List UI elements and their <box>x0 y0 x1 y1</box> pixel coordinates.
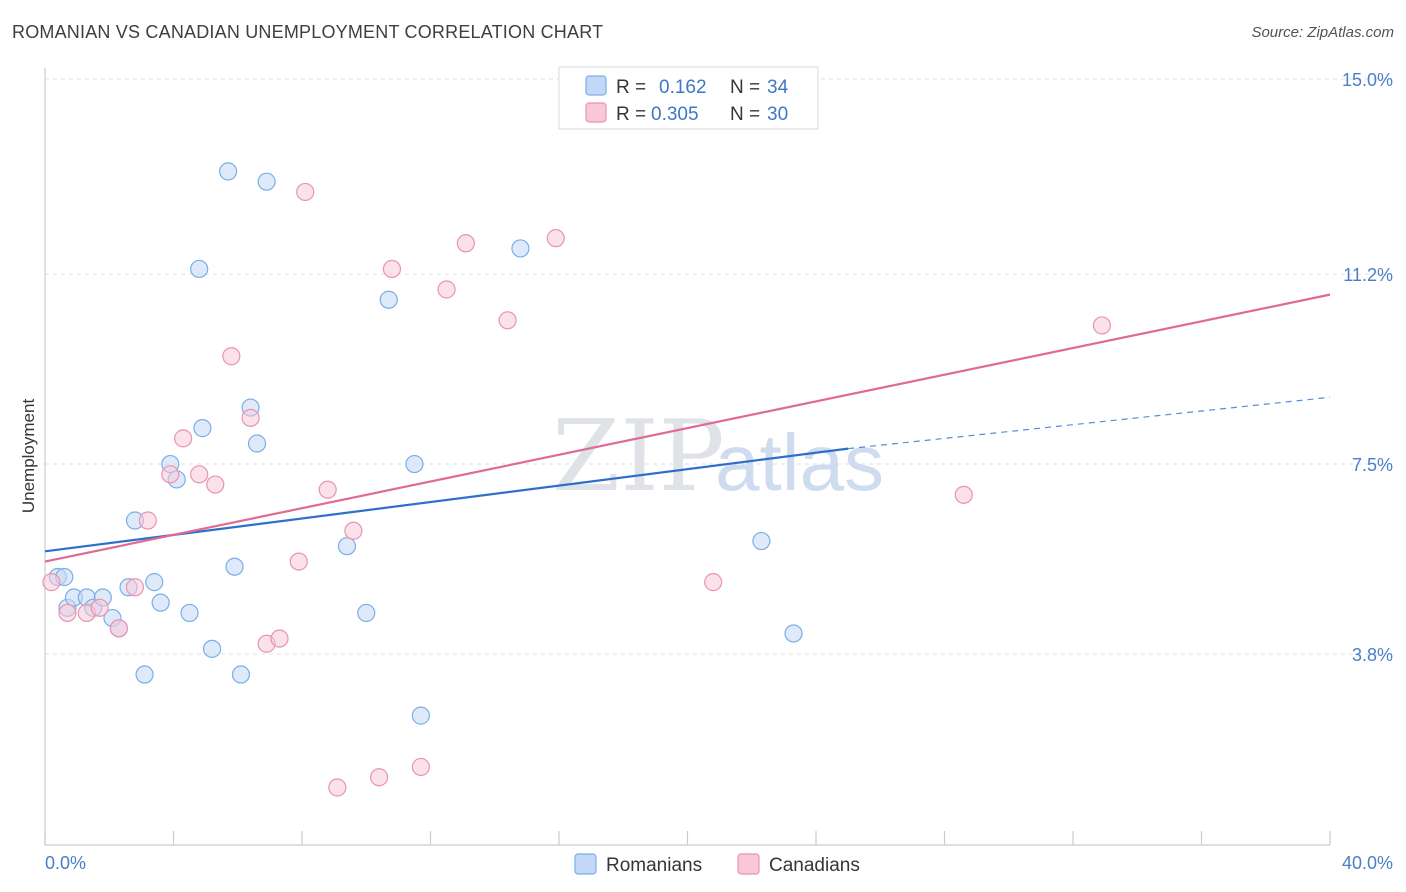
y-tick-label: 15.0% <box>1342 70 1393 90</box>
point-canadians <box>90 598 109 617</box>
point-romanians <box>247 434 267 453</box>
gridlines <box>45 78 1392 655</box>
x-tick-label-max: 40.0% <box>1342 853 1393 873</box>
point-canadians <box>344 521 363 540</box>
point-romanians <box>752 531 771 551</box>
trend-line-canadians <box>44 293 1331 563</box>
point-romanians <box>180 603 199 623</box>
x-tick-labels: 0.0% 40.0% <box>45 853 1393 873</box>
data-points <box>42 162 1112 797</box>
point-romanians <box>379 290 398 309</box>
point-canadians <box>190 465 209 484</box>
legend-r-label-romanians: R = <box>616 77 646 98</box>
point-canadians <box>382 259 402 279</box>
point-romanians <box>231 665 251 684</box>
watermark: ZIP atlas <box>552 400 884 514</box>
point-canadians <box>58 603 77 623</box>
bottom-legend-label-canadians: Canadians <box>769 855 860 876</box>
point-canadians <box>328 778 347 797</box>
bottom-legend: Romanians Canadians <box>574 853 860 876</box>
point-canadians <box>411 757 430 777</box>
point-canadians <box>161 465 180 484</box>
point-canadians <box>954 485 973 504</box>
point-canadians <box>138 511 157 530</box>
legend-r-label-canadians: R = <box>616 104 646 125</box>
point-romanians <box>145 573 164 592</box>
point-canadians <box>174 429 193 448</box>
point-canadians <box>289 552 308 571</box>
point-canadians <box>125 578 145 597</box>
point-romanians <box>357 603 376 623</box>
point-canadians <box>270 629 289 648</box>
point-canadians <box>222 347 241 366</box>
point-romanians <box>405 454 424 474</box>
legend-swatch-romanians <box>585 75 607 96</box>
point-romanians <box>337 537 357 556</box>
point-canadians <box>206 475 225 494</box>
point-romanians <box>219 162 238 181</box>
point-canadians <box>318 480 337 499</box>
point-romanians <box>225 557 244 576</box>
y-tick-labels: 3.8% 7.5% 11.2% 15.0% <box>1342 70 1393 665</box>
point-romanians <box>257 172 276 191</box>
point-romanians <box>193 419 212 438</box>
axes <box>44 68 1331 846</box>
point-romanians <box>190 259 209 279</box>
point-romanians <box>135 665 154 684</box>
point-canadians <box>241 408 260 427</box>
source-credit: Source: ZipAtlas.com <box>1251 24 1394 41</box>
point-romanians <box>151 593 170 612</box>
point-canadians <box>42 573 61 592</box>
point-canadians <box>1092 316 1112 335</box>
legend-r-canadians: 0.305 <box>651 104 699 125</box>
point-romanians <box>511 239 530 258</box>
bottom-legend-swatch-romanians <box>574 853 597 875</box>
y-axis-title: Unemployment <box>19 399 38 514</box>
y-tick-label: 3.8% <box>1352 645 1393 665</box>
bottom-legend-label-romanians: Romanians <box>606 855 702 876</box>
point-canadians <box>296 182 315 202</box>
point-romanians <box>202 639 222 658</box>
point-canadians <box>704 573 723 592</box>
trend-lines <box>44 293 1331 563</box>
legend-n-canadians: 30 <box>767 104 788 125</box>
watermark-zip: ZIP <box>552 400 725 514</box>
chart-title: ROMANIAN VS CANADIAN UNEMPLOYMENT CORREL… <box>12 22 604 42</box>
trend-line-extension-romanians <box>848 396 1331 450</box>
x-tick-label-min: 0.0% <box>45 853 86 873</box>
y-tick-label: 7.5% <box>1352 455 1393 475</box>
legend-swatch-canadians <box>585 102 607 123</box>
point-canadians <box>456 234 475 253</box>
y-tick-label: 11.2% <box>1343 265 1393 285</box>
legend-n-romanians: 34 <box>767 77 789 98</box>
legend: R = 0.162 N = 34 R = 0.305 N = 30 <box>558 66 819 130</box>
point-canadians <box>498 311 517 330</box>
point-canadians <box>437 280 456 299</box>
point-canadians <box>546 229 565 248</box>
legend-r-romanians: 0.162 <box>659 77 707 98</box>
point-romanians <box>411 706 430 725</box>
point-canadians <box>109 619 128 638</box>
point-romanians <box>784 624 803 643</box>
legend-n-label-romanians: N = <box>730 77 760 98</box>
bottom-legend-swatch-canadians <box>737 853 760 875</box>
legend-n-label-canadians: N = <box>730 104 760 125</box>
point-canadians <box>370 768 389 787</box>
